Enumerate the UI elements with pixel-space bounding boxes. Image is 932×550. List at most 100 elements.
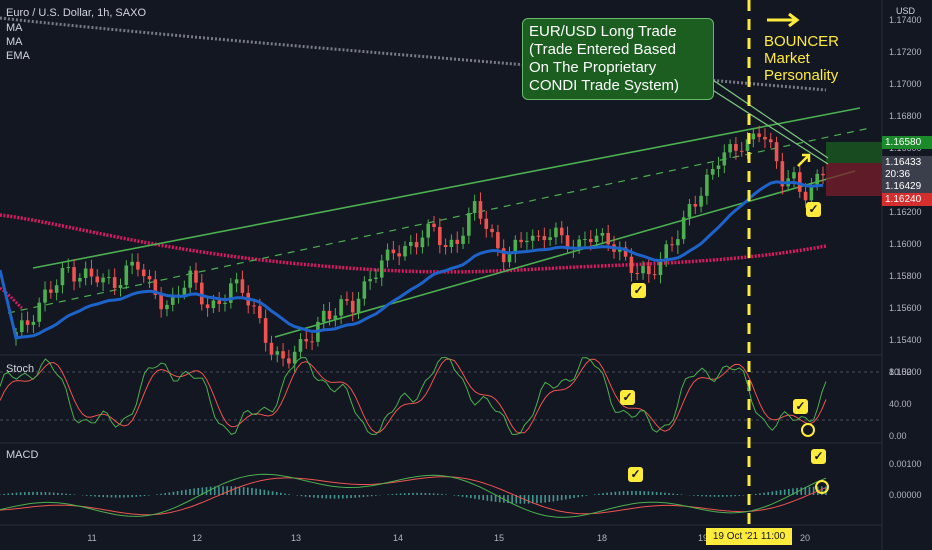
candle-body [165,304,169,310]
candle-body [153,279,158,295]
candle-body [426,223,431,238]
candle-body [745,139,750,152]
candle-body [408,242,413,246]
stoch-label[interactable]: Stoch [6,363,35,375]
channel-lower-line [274,170,856,338]
time-tick-label: 14 [393,533,403,543]
bouncer-line: BOUNCER [764,33,840,50]
candle-body [472,201,477,214]
candle-body [507,253,512,263]
candle-body [124,265,129,286]
candle-body [258,306,262,319]
macd-tick-label: 0.00000 [889,490,922,500]
stoch-d-line [0,358,827,434]
candle-body [275,351,280,355]
currency-label: USD [896,6,916,16]
candle-body [693,204,698,207]
candle-body [699,195,703,207]
candle-body [147,276,152,280]
candle-body [676,239,680,246]
macd-highlight-circle [815,480,829,494]
indicator-ma-1[interactable]: MA [6,22,23,34]
candle-body [107,277,111,279]
price-tick-label: 1.15200 [889,367,922,377]
candle-body [321,310,326,322]
candle-body [681,217,686,240]
check-icon: ✓ [628,467,643,482]
candle-body [20,320,24,332]
candle-body [722,152,727,166]
candle-body [815,173,819,186]
candle-body [263,318,268,343]
candle-body [205,304,210,309]
channel-upper-line [32,107,861,269]
price-tick-label: 1.17000 [889,79,922,89]
bouncer-line: Personality [764,67,839,84]
candle-body [234,279,239,284]
price-label: 1.16429 [882,180,932,193]
candle-body [588,238,593,243]
ema-line [0,180,824,340]
candle-body [652,274,657,276]
candle-body [519,239,523,243]
candle-body [449,239,454,248]
candle-body [809,185,814,201]
candle-body [403,245,407,257]
candle-body [43,289,47,303]
stoch-tick-label: 40.00 [889,399,912,409]
callout-line: (Trade Entered Based [529,41,677,58]
candle-body [461,235,465,244]
candle-body [710,169,715,175]
macd-line [0,473,827,518]
indicator-ma-2[interactable]: MA [6,36,23,48]
candle-body [734,144,738,151]
time-tick-label: 20 [800,533,810,543]
candle-body [78,278,82,282]
candle-body [287,358,291,364]
candle-body [345,299,349,301]
candle-body [525,240,529,243]
candle-body [66,267,71,269]
candle-body [327,310,332,320]
check-icon: ✓ [811,449,826,464]
candle-body [792,172,796,179]
candle-body [101,277,105,283]
candle-body [803,191,808,201]
candle-body [647,265,651,275]
macd-label[interactable]: MACD [6,449,39,461]
candle-body [774,142,779,162]
candle-body [182,287,187,295]
candle-body [374,277,378,279]
target-zone [826,142,882,163]
price-label: 1.16240 [882,193,932,206]
candle-body [339,299,343,316]
candle-body [37,302,42,322]
candle-body [536,235,541,237]
price-tick-label: 1.15400 [889,335,922,345]
candle-body [467,213,471,236]
candle-body [269,342,274,355]
candle-body [821,173,825,176]
candle-body [751,133,756,140]
candle-body [379,260,384,278]
price-tick-label: 1.15600 [889,303,922,313]
indicator-ema[interactable]: EMA [6,50,30,62]
callout-pointer [703,73,829,159]
candle-body [629,256,634,273]
candle-body [414,242,419,248]
time-tick-label: 18 [597,533,607,543]
candle-body [484,218,489,229]
candle-body [432,223,436,227]
price-label: 1.16433 [882,156,932,169]
candle-body [513,239,518,254]
check-icon: ✓ [806,202,821,217]
channel-mid-line [7,127,871,314]
candle-body [385,249,390,261]
candle-body [455,239,460,244]
candle-body [112,277,117,288]
price-tick-label: 1.17400 [889,15,922,25]
price-tick-label: 1.16800 [889,111,922,121]
candle-body [501,248,506,263]
candle-body [728,144,732,153]
